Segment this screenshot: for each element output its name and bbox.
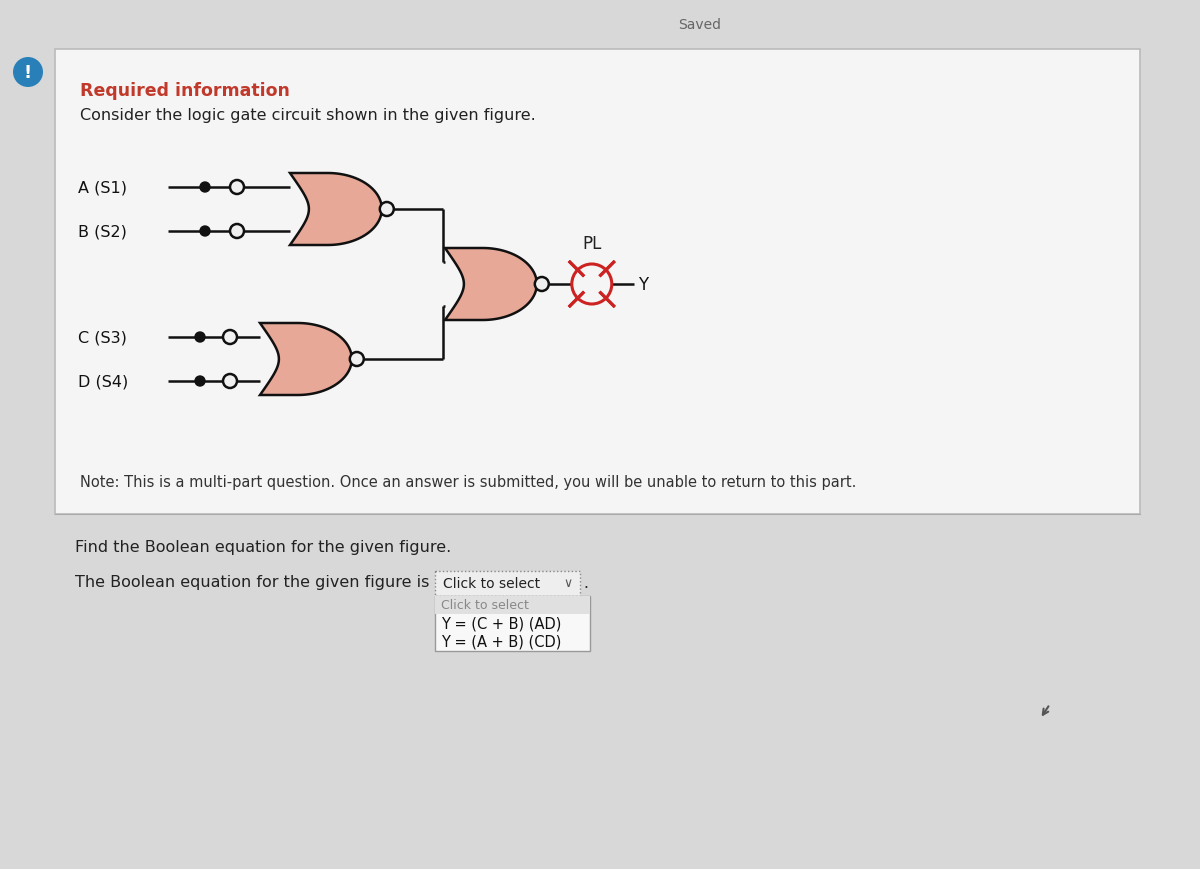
Circle shape: [13, 58, 43, 88]
Text: Y = (A + B) (CD): Y = (A + B) (CD): [442, 634, 562, 649]
Text: Consider the logic gate circuit shown in the given figure.: Consider the logic gate circuit shown in…: [80, 108, 535, 123]
Circle shape: [200, 182, 210, 193]
Text: D (S4): D (S4): [78, 374, 128, 389]
FancyBboxPatch shape: [436, 596, 590, 651]
Text: A (S1): A (S1): [78, 180, 127, 196]
Text: The Boolean equation for the given figure is: The Boolean equation for the given figur…: [76, 574, 430, 589]
FancyBboxPatch shape: [436, 596, 590, 614]
Circle shape: [350, 353, 364, 367]
Polygon shape: [445, 249, 536, 321]
Polygon shape: [260, 323, 352, 395]
Text: Note: This is a multi-part question. Once an answer is submitted, you will be un: Note: This is a multi-part question. Onc…: [80, 474, 857, 489]
Polygon shape: [290, 174, 382, 246]
Circle shape: [196, 376, 205, 387]
Circle shape: [535, 278, 548, 292]
FancyBboxPatch shape: [55, 50, 1140, 514]
Text: Find the Boolean equation for the given figure.: Find the Boolean equation for the given …: [76, 540, 451, 554]
Text: .: .: [583, 576, 588, 591]
Text: PL: PL: [582, 235, 601, 253]
Circle shape: [230, 225, 244, 239]
Text: ∨: ∨: [564, 577, 572, 590]
Text: Saved: Saved: [678, 18, 721, 32]
Circle shape: [223, 375, 238, 388]
Circle shape: [200, 227, 210, 236]
Circle shape: [196, 333, 205, 342]
Circle shape: [230, 181, 244, 195]
Text: Click to select: Click to select: [442, 599, 529, 612]
Text: !: !: [24, 64, 32, 82]
Text: Required information: Required information: [80, 82, 290, 100]
FancyBboxPatch shape: [436, 571, 580, 596]
Text: B (S2): B (S2): [78, 224, 127, 239]
Circle shape: [223, 330, 238, 345]
Text: C (S3): C (S3): [78, 330, 127, 345]
Text: Y: Y: [638, 275, 648, 294]
Text: Y = (C + B) (AD): Y = (C + B) (AD): [442, 616, 562, 631]
Text: Click to select: Click to select: [443, 576, 540, 590]
Circle shape: [380, 202, 394, 216]
